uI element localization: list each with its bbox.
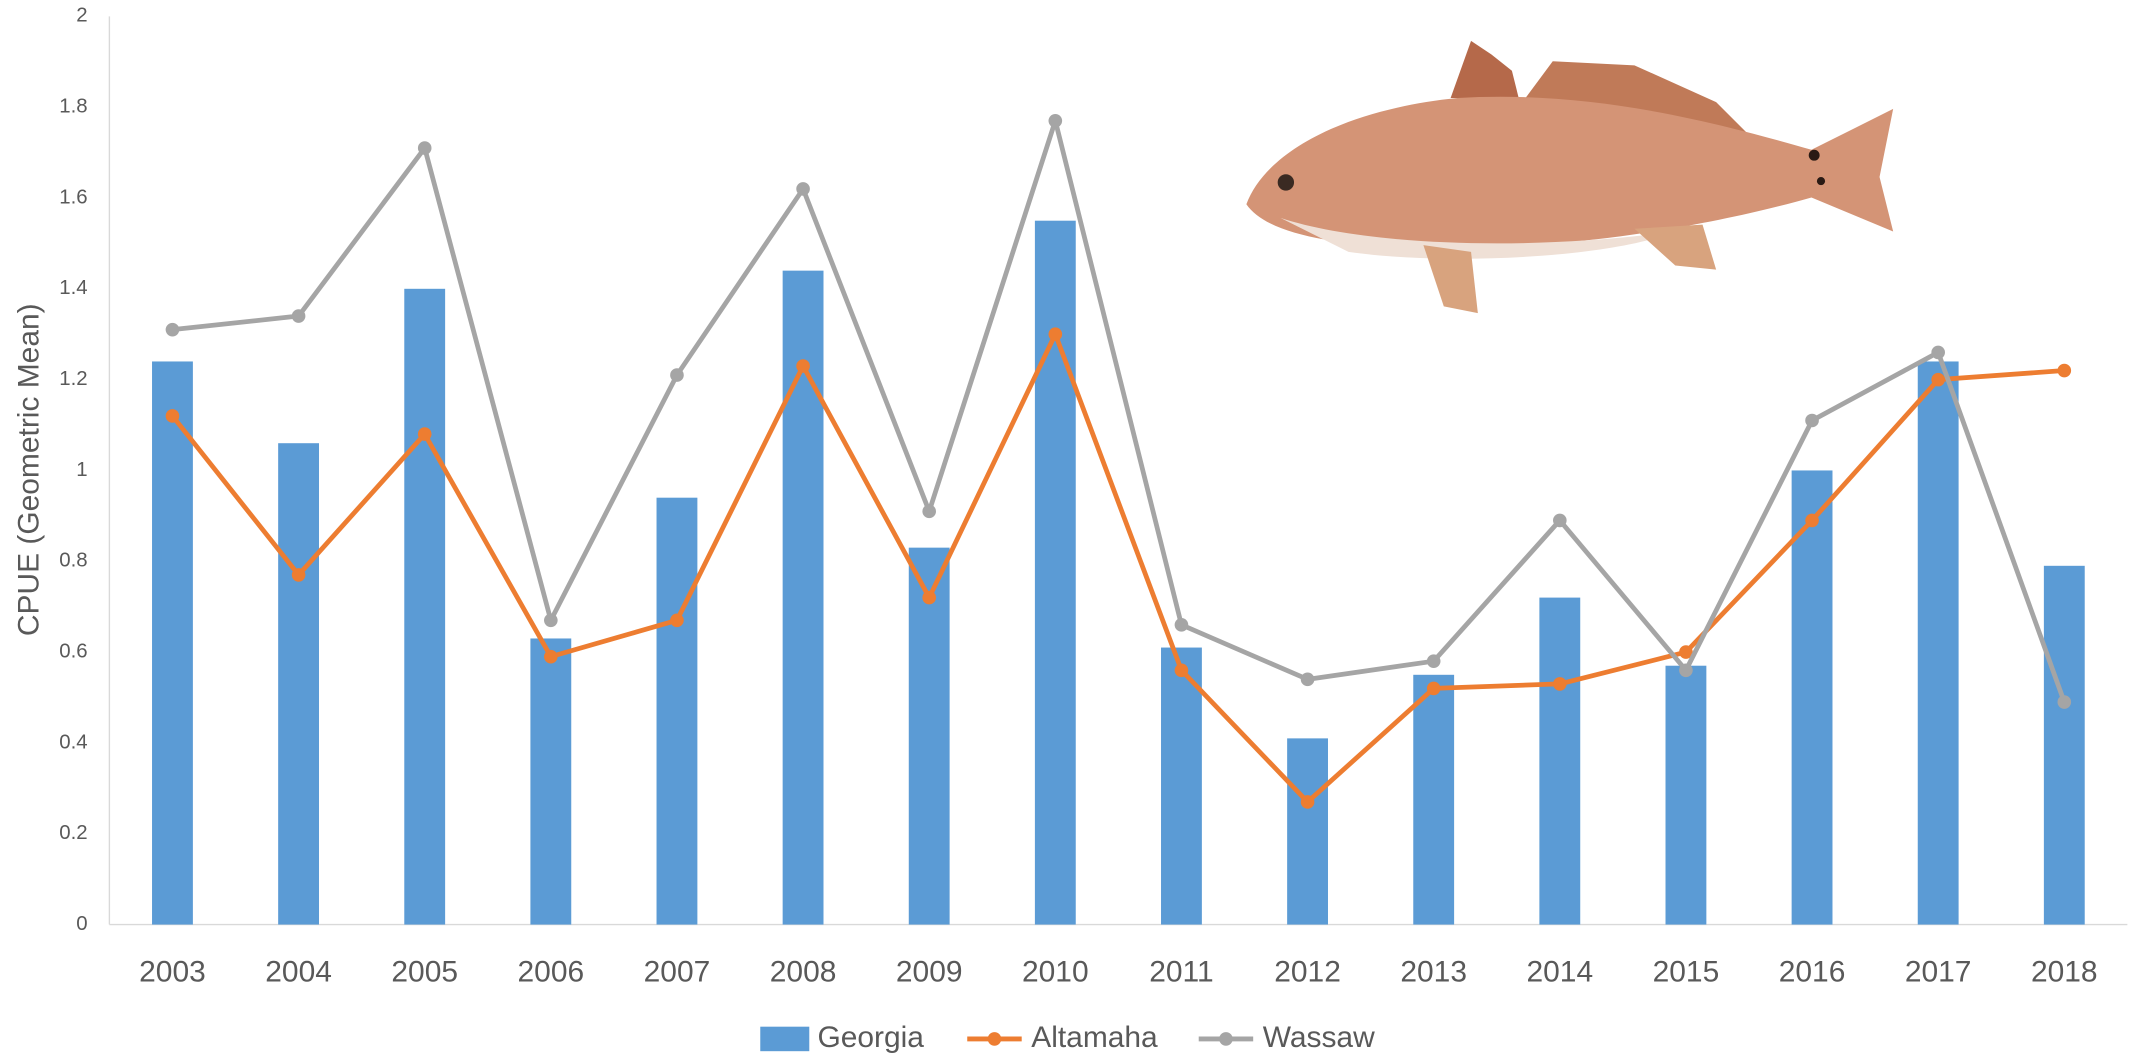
bar <box>1413 674 1455 925</box>
line-marker <box>1553 513 1567 528</box>
bar <box>1791 470 1833 925</box>
bar <box>1665 665 1707 925</box>
line-marker <box>291 568 306 582</box>
x-tick-label: 2017 <box>1905 955 1972 988</box>
x-tick-label: 2003 <box>139 955 206 988</box>
x-tick-label: 2010 <box>1022 955 1089 988</box>
tail-spot <box>1816 177 1826 186</box>
fish-body <box>1246 96 1894 249</box>
line-marker <box>291 309 306 323</box>
line-marker <box>2057 695 2072 709</box>
bar <box>1034 220 1076 925</box>
dorsal-fin <box>1450 40 1519 99</box>
line-marker <box>1174 618 1189 632</box>
bar <box>2043 565 2085 925</box>
legend-label: Georgia <box>817 1021 924 1054</box>
line-marker <box>796 182 810 196</box>
bar <box>278 443 320 925</box>
bar <box>656 497 698 925</box>
line-marker <box>165 322 180 337</box>
y-tick-label: 0.8 <box>59 550 87 572</box>
line-marker <box>2057 363 2072 378</box>
y-tick-label: 1.6 <box>59 186 87 208</box>
line-marker <box>1174 663 1189 678</box>
legend-label: Altamaha <box>1031 1021 1158 1054</box>
bar <box>1287 738 1328 925</box>
legend-marker <box>1219 1032 1233 1046</box>
line-marker <box>1426 681 1441 696</box>
y-tick-label: 0.4 <box>59 731 87 753</box>
x-tick-label: 2004 <box>265 955 332 988</box>
line-series <box>170 331 2065 805</box>
x-tick-label: 2012 <box>1274 955 1341 988</box>
tail-spot <box>1808 149 1820 161</box>
x-tick-label: 2015 <box>1653 955 1720 988</box>
fish-eye <box>1277 174 1295 191</box>
line-marker <box>1048 327 1063 342</box>
line-marker <box>1300 672 1315 687</box>
legend-marker <box>987 1032 1002 1046</box>
x-tick-label: 2005 <box>391 955 458 988</box>
x-tick-label: 2018 <box>2031 955 2098 988</box>
y-tick-label: 0.2 <box>59 822 87 844</box>
x-tick-label: 2007 <box>644 955 711 988</box>
line-marker <box>796 359 810 373</box>
line-marker <box>1931 372 1945 387</box>
y-tick-label: 1 <box>76 459 87 481</box>
bar <box>782 270 824 925</box>
y-tick-label: 2 <box>76 5 87 27</box>
line-marker <box>544 613 558 628</box>
anal-fin <box>1634 224 1717 270</box>
bar <box>1917 361 1959 925</box>
x-tick-label: 2016 <box>1779 955 1846 988</box>
line-marker <box>1805 413 1819 428</box>
legend-swatch <box>760 1026 810 1052</box>
line-series <box>172 118 2067 703</box>
x-tick-label: 2008 <box>770 955 837 988</box>
y-tick-label: 1.8 <box>59 96 87 118</box>
pelvic-fin <box>1423 245 1478 314</box>
line-marker <box>1553 677 1567 691</box>
y-tick-label: 1.4 <box>59 277 87 299</box>
bar <box>1161 647 1202 925</box>
line-marker <box>1300 795 1315 809</box>
dorsal-fin-soft <box>1525 61 1751 137</box>
x-tick-label: 2013 <box>1400 955 1467 988</box>
bar <box>152 361 193 925</box>
y-tick-label: 0 <box>76 913 87 935</box>
line-marker <box>1048 113 1063 128</box>
line-marker <box>670 613 684 628</box>
x-tick-label: 2009 <box>896 955 963 988</box>
line-marker <box>922 590 937 605</box>
x-tick-label: 2014 <box>1527 955 1594 988</box>
line-marker <box>1679 645 1693 659</box>
fish-illustration <box>1246 40 1894 314</box>
line-marker <box>1931 345 1945 360</box>
x-tick-label: 2011 <box>1149 955 1213 988</box>
y-axis-title: CPUE (Geometric Mean) <box>12 303 45 636</box>
line-marker <box>544 649 558 664</box>
fish-belly <box>1280 217 1676 259</box>
line-marker <box>1805 513 1819 528</box>
x-tick-label: 2006 <box>518 955 585 988</box>
line-marker <box>417 427 432 441</box>
line-marker <box>922 504 937 519</box>
bar <box>404 288 446 925</box>
line-marker <box>165 409 180 423</box>
bar <box>1539 597 1581 925</box>
legend-label: Wassaw <box>1263 1021 1375 1054</box>
line-marker <box>1679 663 1693 678</box>
line-marker <box>1426 654 1441 668</box>
bar <box>908 547 950 925</box>
y-tick-label: 1.2 <box>59 368 87 390</box>
bar <box>530 638 572 925</box>
y-tick-label: 0.6 <box>59 640 87 662</box>
line-marker <box>417 141 432 155</box>
line-marker <box>670 368 684 382</box>
